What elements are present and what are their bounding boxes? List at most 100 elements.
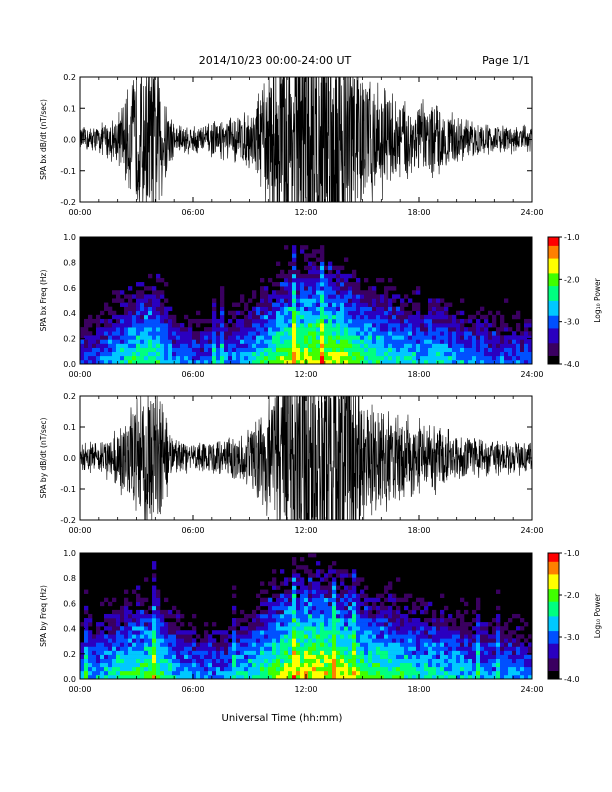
spectrogram-cell [280,622,285,627]
spectrogram-cell [332,577,337,582]
spectrogram-cell [180,359,185,365]
spectrogram-cell [124,597,129,603]
spectrogram-cell [352,618,357,623]
spectrogram-cell [260,597,265,603]
spectrogram-cell [112,613,117,619]
spectrogram-cell [224,658,229,664]
spectrogram-cell [260,298,265,303]
colorbar-swatch [548,361,559,365]
spectrogram-cell [288,343,293,348]
spectrogram-cell [464,622,469,627]
spectrogram-cell [84,347,89,353]
spectrogram-cell [476,670,481,676]
y-tick-label: 0.6 [63,284,76,293]
spectrogram-cell [136,339,141,344]
spectrogram-cell [360,634,365,639]
spectrogram-cell [408,642,413,647]
spectrogram-cell [372,331,377,336]
spectrogram-cell [128,650,133,655]
spectrogram-cell [120,605,125,611]
spectrogram-cell [444,605,449,611]
spectrogram-cell [436,327,441,332]
spectrogram-cell [272,609,277,615]
spectrogram-cell [492,339,497,344]
spectrogram-cell [136,638,141,643]
y-tick-label: -0.2 [60,198,76,207]
spectrogram-cell [296,666,301,672]
spectrogram-cell [152,339,157,344]
spectrogram-cell [280,597,285,603]
spectrogram-cell [280,650,285,655]
spectrogram-cell [372,666,377,672]
x-tick-label: 00:00 [68,208,91,217]
spectrogram-cell [124,601,129,607]
spectrogram-cell [388,339,393,344]
spectrogram-cell [228,318,233,324]
spectrogram-cell [384,323,389,328]
spectrogram-cell [220,314,225,320]
spectrogram-cell [336,642,341,647]
spectrogram-cell [380,294,385,299]
spectrogram-cell [416,597,421,603]
spectrogram-cell [448,318,453,324]
spectrogram-cell [148,359,153,365]
spectrogram-cell [380,298,385,303]
spectrogram-cell [376,605,381,611]
spectrogram-cell [312,351,317,357]
spectrogram-cell [292,597,297,603]
spectrogram-cell [260,634,265,639]
spectrogram-cell [312,273,317,279]
spectrogram-cell [364,630,369,635]
spectrogram-cell [144,646,149,651]
spectrogram-cell [176,662,181,668]
spectrogram-cell [184,674,189,680]
spectrogram-cell [340,642,345,647]
spectrogram-cell [336,277,341,283]
spectrogram-cell [120,642,125,647]
spectrogram-cell [392,674,397,680]
spectrogram-cell [360,335,365,340]
spectrogram-cell [232,630,237,635]
spectrogram-cell [284,351,289,357]
y-tick-label: 0.2 [63,73,76,82]
spectrogram-cell [284,597,289,603]
spectrogram-cell [304,654,309,659]
spectrogram-cell [484,331,489,336]
spectrogram-cell [384,650,389,655]
spectrogram-cell [332,310,337,316]
spectrogram-cell [376,347,381,353]
spectrogram-cell [340,265,345,271]
spectrogram-cell [444,327,449,332]
spectrogram-cell [168,331,173,336]
spectrogram-cell [140,306,145,312]
spectrogram-cell [312,666,317,672]
spectrogram-cell [440,609,445,615]
spectrogram-cell [524,335,529,340]
spectrogram-cell [304,605,309,611]
colorbar-swatch [548,567,559,571]
spectrogram-cell [140,331,145,336]
spectrogram-cell [224,634,229,639]
spectrogram-cell [424,650,429,655]
spectrogram-cell [412,339,417,344]
spectrogram-cell [352,674,357,680]
spectrogram-cell [444,642,449,647]
spectrogram-cell [144,351,149,357]
spectrogram-cell [388,666,393,672]
spectrogram-cell [352,634,357,639]
spectrogram-cell [372,674,377,680]
spectrogram-cell [308,638,313,643]
spectrogram-cell [128,622,133,627]
spectrogram-cell [348,327,353,332]
spectrogram-cell [160,670,165,676]
spectrogram-cell [368,642,373,647]
spectrogram-cell [308,634,313,639]
y-tick-label: 1.0 [63,233,76,242]
spectrogram-cell [456,339,461,344]
spectrogram-cell [132,654,137,659]
spectrogram-cell [84,343,89,348]
spectrogram-cell [496,634,501,639]
spectrogram-cell [148,613,153,619]
spectrogram-cell [384,306,389,312]
spectrogram-cell [476,351,481,357]
